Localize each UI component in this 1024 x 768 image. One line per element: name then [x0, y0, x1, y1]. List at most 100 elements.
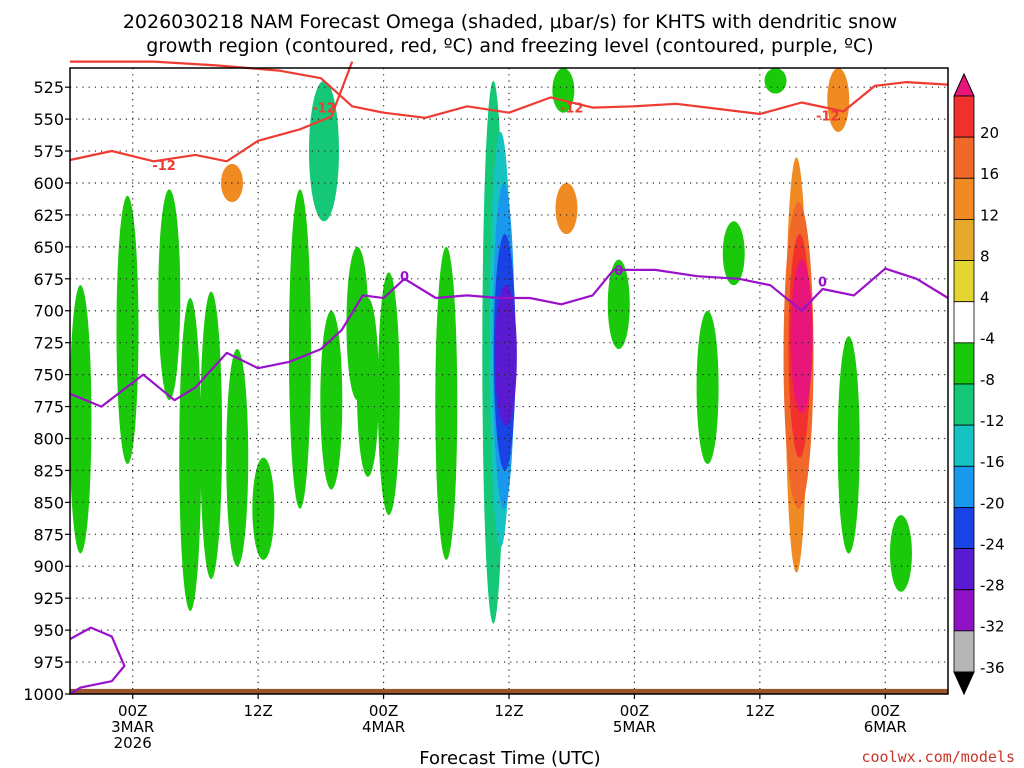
y-tick-label-3: 600 — [33, 174, 64, 193]
x-axis-label: Forecast Time (UTC) — [419, 748, 600, 768]
freezing-level-loop-contour — [69, 626, 126, 695]
x-tick-label-5-0: 12Z — [745, 702, 774, 720]
omega-region-32 — [790, 259, 813, 413]
colorbar-box-11 — [953, 548, 975, 591]
omega-region-11 — [356, 297, 379, 477]
colorbar-box-7 — [953, 383, 975, 426]
colorbar-label-8: -16 — [980, 453, 1005, 471]
omega-region-5 — [226, 349, 249, 567]
x-tick-label-2-0: 00Z — [369, 702, 398, 720]
omega-region-7 — [288, 189, 311, 509]
y-tick-label-6: 675 — [33, 270, 64, 289]
colorbar-box-9 — [953, 465, 975, 508]
colorbar-box-4 — [953, 260, 975, 303]
y-tick-label-18: 975 — [33, 653, 64, 672]
x-tick-label-4-0: 00Z — [620, 702, 649, 720]
y-tick-label-1: 550 — [33, 110, 64, 129]
colorbar-top-arrow — [953, 72, 975, 97]
terrain — [70, 688, 948, 694]
y-tick-label-17: 950 — [33, 621, 64, 640]
y-axis-ticks: 525 550 575 600 625 650 675 700 725 750 775 800 825 8… — [23, 78, 70, 704]
colorbar-label-0: 20 — [980, 124, 999, 142]
omega-region-24 — [837, 336, 860, 554]
y-tick-label-7: 700 — [33, 302, 64, 321]
contour-label-6: 0 — [818, 275, 827, 290]
colorbar: 20 16 12 8 4 -4 -8 -12 -16 -20 -24 -28 -32 -36 — [953, 72, 1005, 696]
colorbar-box-0 — [953, 95, 975, 138]
x-tick-label-0-2: 2026 — [114, 734, 152, 752]
colorbar-label-9: -20 — [980, 494, 1005, 512]
colorbar-box-1 — [953, 136, 975, 179]
y-tick-label-12: 825 — [33, 461, 64, 480]
y-tick-label-16: 925 — [33, 589, 64, 608]
colorbar-label-6: -8 — [980, 371, 995, 389]
colorbar-label-7: -12 — [980, 412, 1005, 430]
omega-shading — [69, 68, 912, 624]
colorbar-box-10 — [953, 507, 975, 549]
colorbar-box-2 — [953, 177, 975, 220]
y-tick-label-8: 725 — [33, 334, 64, 353]
credit-text: coolwx.com/models — [861, 748, 1015, 766]
colorbar-label-13: -36 — [980, 659, 1005, 677]
terrain-band — [70, 688, 948, 694]
x-tick-label-2-1: 4MAR — [362, 718, 405, 736]
omega-region-23 — [764, 68, 787, 94]
omega-region-1 — [116, 195, 139, 465]
omega-region-3 — [179, 297, 202, 611]
colorbar-label-11: -28 — [980, 577, 1005, 595]
omega-region-22 — [722, 221, 745, 286]
omega-region-25 — [889, 515, 912, 592]
y-tick-label-15: 900 — [33, 557, 64, 576]
colorbar-label-4: 4 — [980, 289, 990, 307]
y-tick-label-11: 800 — [33, 429, 64, 448]
contour-label-4: 0 — [400, 270, 409, 285]
contour-lines — [69, 60, 949, 695]
omega-region-0 — [69, 285, 92, 554]
y-tick-label-0: 525 — [33, 78, 64, 97]
dgz-bottom-contour — [69, 61, 354, 163]
contour-label-2: -12 — [560, 102, 584, 117]
colorbar-box-3 — [953, 219, 975, 261]
y-tick-label-10: 775 — [33, 398, 64, 417]
freezing-level-contour — [69, 267, 949, 408]
omega-region-18 — [494, 285, 517, 426]
x-tick-label-6-0: 00Z — [871, 702, 900, 720]
colorbar-box-5 — [953, 301, 975, 344]
y-tick-label-4: 625 — [33, 206, 64, 225]
dgz-top-contour — [70, 60, 949, 119]
omega-region-12 — [377, 272, 400, 516]
contour-label-5: 0 — [614, 264, 623, 279]
omega-region-21 — [696, 310, 719, 465]
colorbar-box-8 — [953, 424, 975, 467]
contour-label-1: -12 — [152, 159, 176, 174]
chart-title-line2: growth region (contoured, red, ºC) and f… — [146, 35, 873, 57]
omega-region-28 — [827, 68, 850, 132]
x-tick-label-1-0: 12Z — [243, 702, 272, 720]
contour-labels: -12 -12 -12 -12 0 0 0 — [152, 102, 839, 291]
omega-region-27 — [555, 182, 578, 235]
x-tick-label-6-1: 6MAR — [864, 718, 907, 736]
omega-region-6 — [252, 457, 275, 560]
colorbar-label-10: -24 — [980, 536, 1005, 554]
colorbar-bottom-arrow — [953, 671, 975, 696]
y-tick-label-14: 875 — [33, 525, 64, 544]
y-tick-label-2: 575 — [33, 142, 64, 161]
x-tick-label-3-0: 12Z — [494, 702, 523, 720]
y-tick-label-13: 850 — [33, 493, 64, 512]
colorbar-label-5: -4 — [980, 330, 995, 348]
omega-region-13 — [435, 246, 458, 560]
chart-title-line1: 2026030218 NAM Forecast Omega (shaded, μ… — [123, 11, 897, 33]
colorbar-label-2: 12 — [980, 206, 999, 224]
x-tick-label-0-1: 3MAR — [111, 718, 154, 736]
colorbar-label-3: 8 — [980, 248, 990, 266]
contour-label-3: -12 — [816, 109, 840, 124]
colorbar-box-6 — [953, 342, 975, 385]
x-tick-label-4-1: 5MAR — [613, 718, 656, 736]
x-tick-label-0-0: 00Z — [118, 702, 147, 720]
colorbar-box-12 — [953, 589, 975, 632]
y-tick-label-9: 750 — [33, 366, 64, 385]
colorbar-label-1: 16 — [980, 165, 999, 183]
y-tick-label-19: 1000 — [23, 685, 64, 704]
